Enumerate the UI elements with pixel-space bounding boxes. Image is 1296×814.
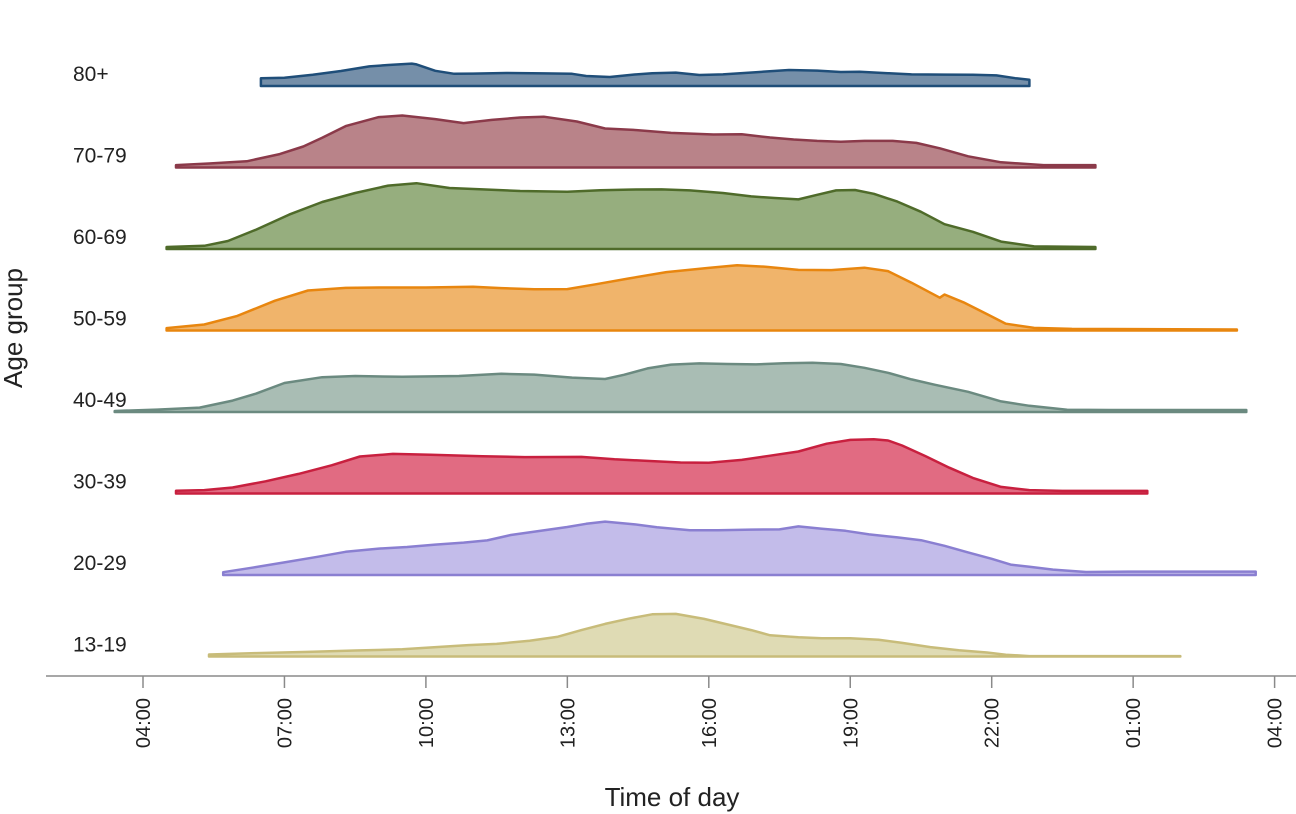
x-tick-label: 04:00: [1265, 698, 1287, 748]
x-axis-title: Time of day: [605, 782, 740, 812]
x-tick-label: 01:00: [1123, 698, 1145, 748]
group-label-60-69: 60-69: [73, 226, 127, 249]
group-label-40-49: 40-49: [73, 389, 127, 412]
ridge-40-49: [113, 361, 1248, 414]
ridge-30-39: [174, 438, 1149, 495]
x-tick-label: 13:00: [557, 698, 579, 748]
group-label-50-59: 50-59: [73, 308, 127, 331]
ridge-50-59: [165, 264, 1239, 332]
x-tick-label: 07:00: [274, 698, 296, 748]
ridge-60-69: [165, 181, 1097, 251]
group-label-30-39: 30-39: [73, 471, 127, 494]
ridge-20-29: [221, 520, 1257, 577]
x-tick-label: 19:00: [840, 698, 862, 748]
ridges-layer: [113, 62, 1257, 658]
ridge-13-19: [207, 612, 1182, 658]
y-axis-title: Age group: [0, 268, 28, 388]
group-label-70-79: 70-79: [73, 145, 127, 168]
x-tick-label: 10:00: [416, 698, 438, 748]
group-labels: 80+ 70-79 60-69 50-59 40-49 30-39 20-29 13-19: [73, 63, 127, 657]
group-label-20-29: 20-29: [73, 552, 127, 575]
x-tick-label: 16:00: [699, 698, 721, 748]
group-label-80+: 80+: [73, 63, 109, 86]
ridge-80+: [259, 62, 1031, 88]
group-label-13-19: 13-19: [73, 634, 127, 657]
x-tick-label: 22:00: [982, 698, 1004, 748]
x-tick-label: 04:00: [133, 698, 155, 748]
x-ticks: 04:00 07:00 10:00 13:00 16:00 19:00 22:00 01:00…: [133, 676, 1287, 748]
ridge-70-79: [174, 114, 1097, 169]
